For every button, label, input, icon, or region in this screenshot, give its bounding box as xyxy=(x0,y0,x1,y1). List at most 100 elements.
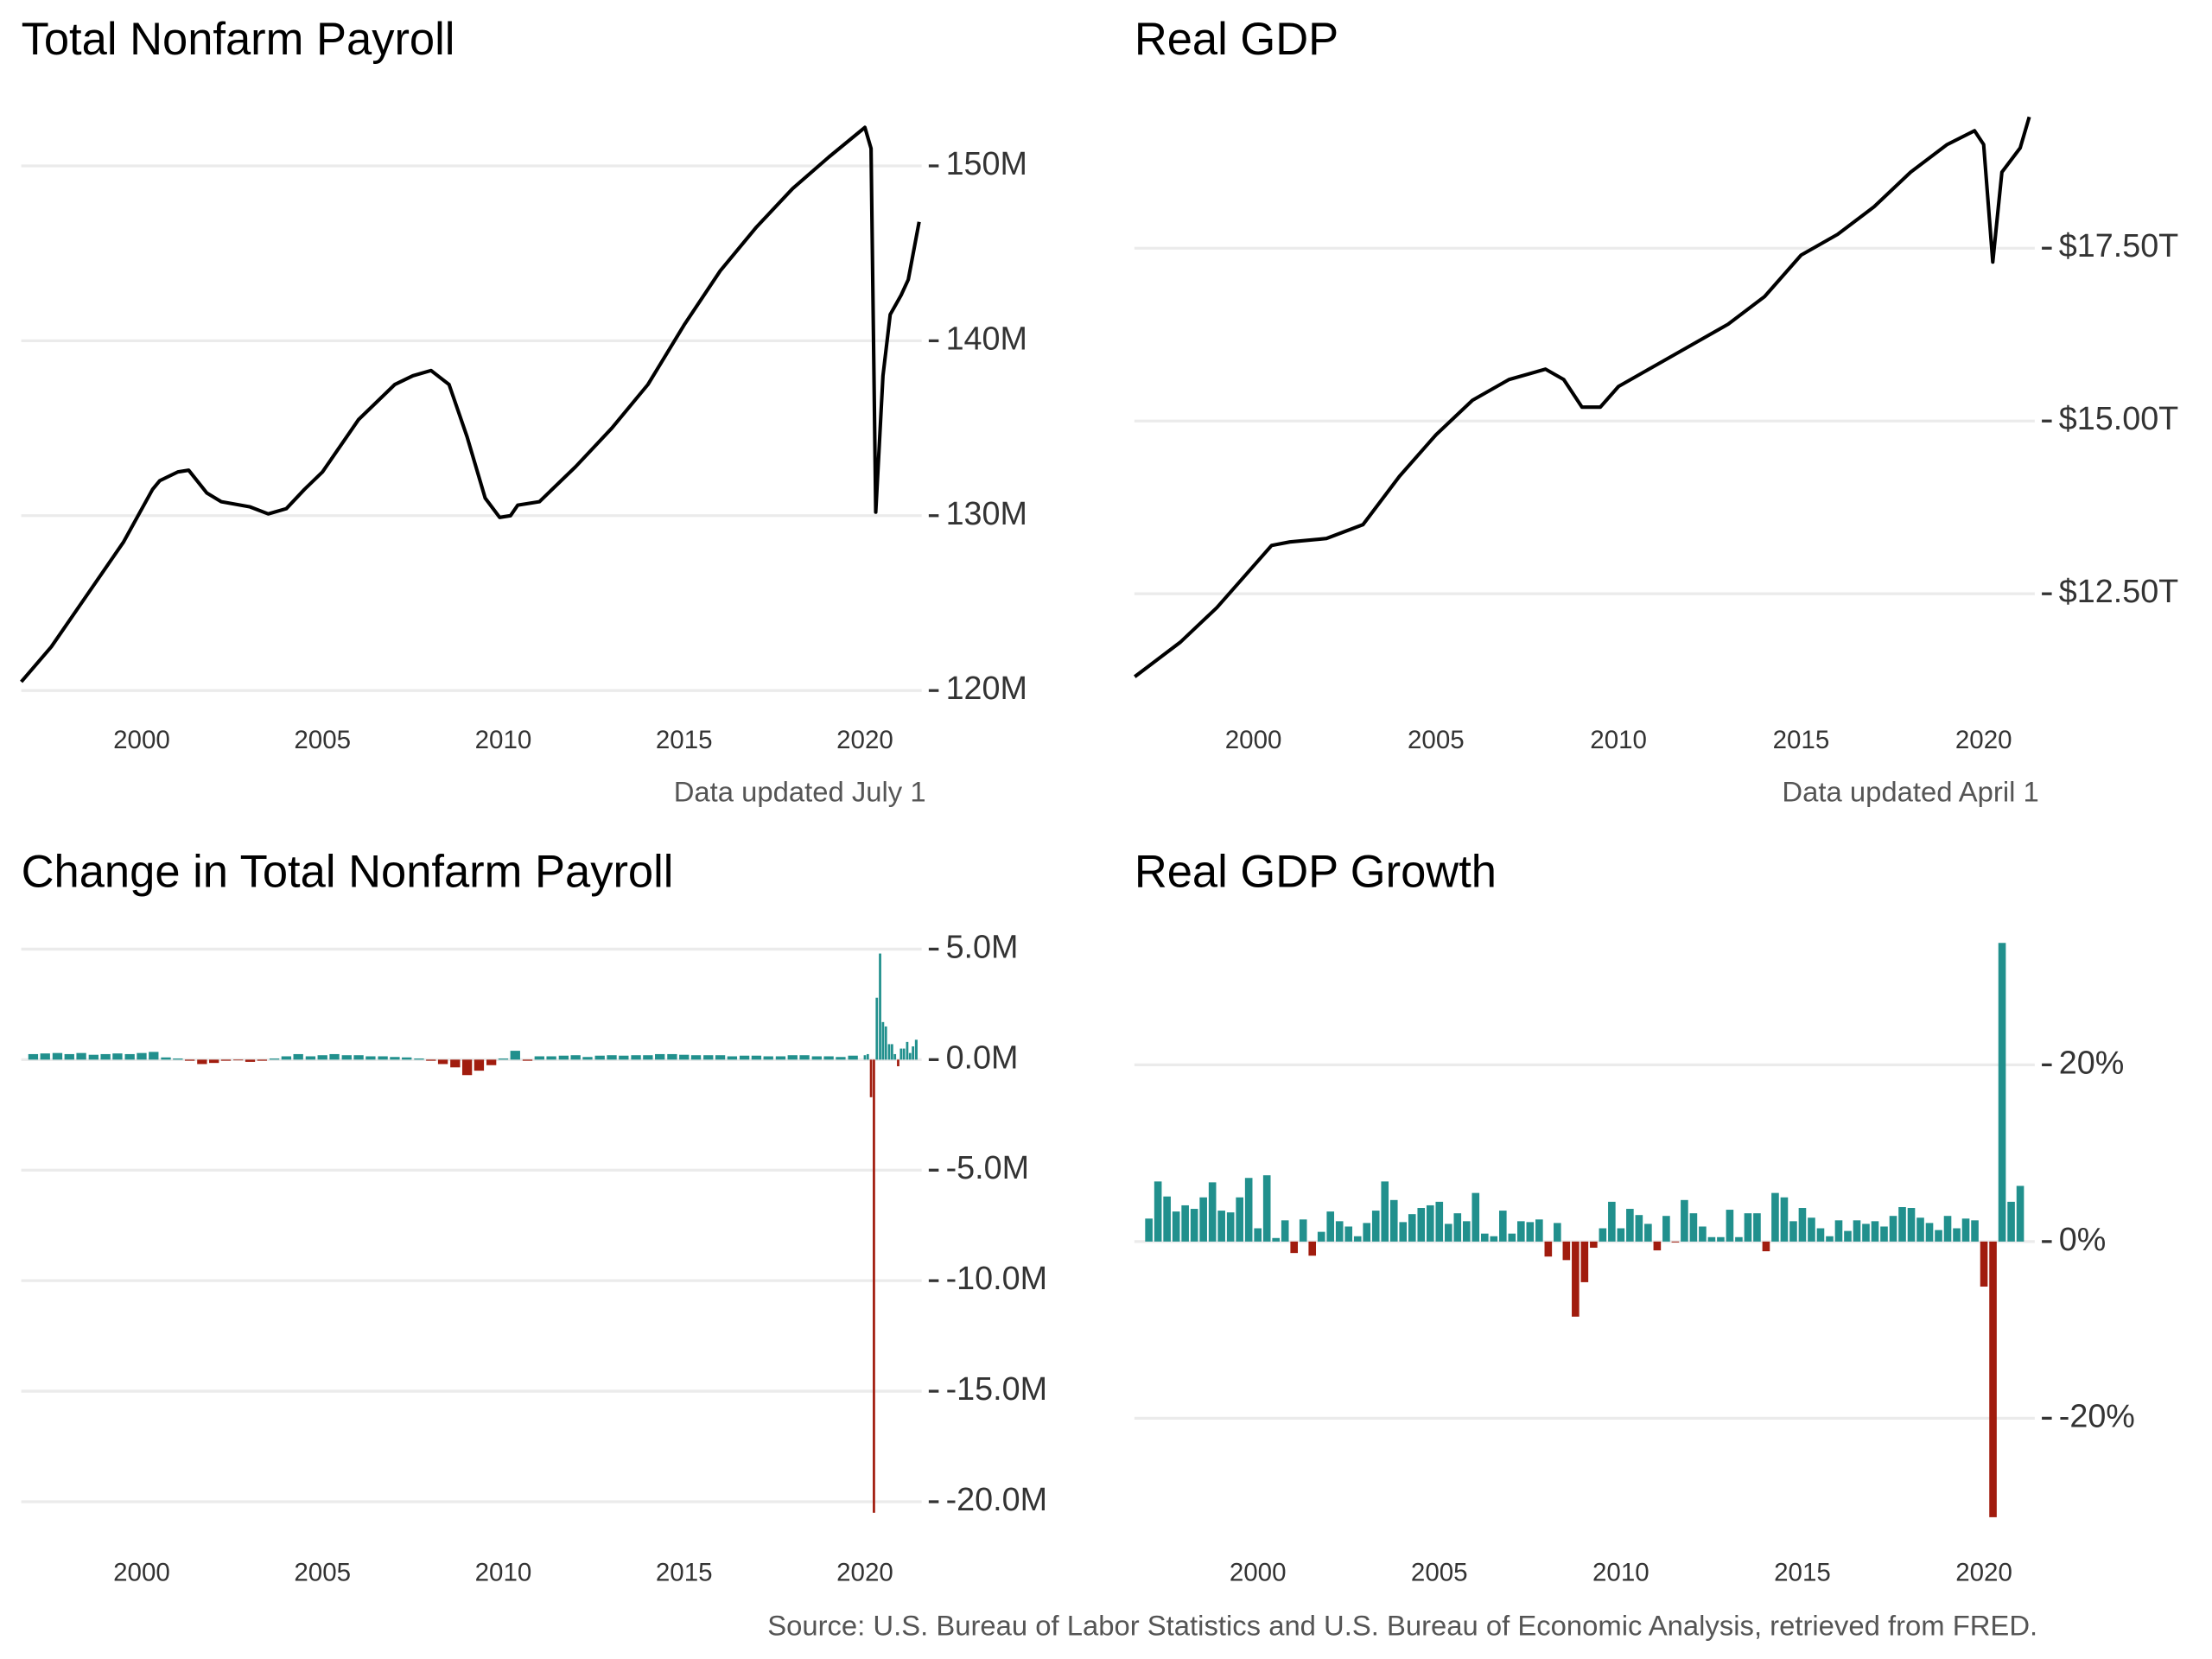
source-caption: Source: U.S. Bureau of Labor Statistics … xyxy=(767,1610,2037,1642)
bar xyxy=(1236,1197,1243,1242)
bar xyxy=(1780,1197,1789,1242)
bar xyxy=(1889,1216,1897,1242)
bar xyxy=(1517,1221,1525,1242)
chart-title: Total Nonfarm Payroll xyxy=(22,14,455,65)
bar xyxy=(570,1055,581,1060)
bar xyxy=(1771,1192,1779,1242)
y-tick-label: $17.50T xyxy=(2059,227,2178,264)
bar xyxy=(1626,1209,1634,1242)
bar xyxy=(1508,1233,1516,1242)
x-tick-label: 2010 xyxy=(475,726,532,754)
x-tick-label: 2005 xyxy=(294,726,351,754)
bar xyxy=(1998,943,2006,1242)
bar xyxy=(787,1055,798,1060)
bar xyxy=(1599,1228,1607,1242)
x-tick-label: 2010 xyxy=(475,1558,532,1586)
bar xyxy=(1208,1182,1217,1242)
bar xyxy=(1399,1222,1408,1242)
bar xyxy=(2016,1185,2024,1242)
bar xyxy=(1281,1220,1289,1242)
bar xyxy=(667,1053,677,1060)
x-tick-label: 2015 xyxy=(656,726,713,754)
x-tick-label: 2010 xyxy=(1592,1558,1649,1586)
bar xyxy=(1562,1241,1571,1261)
bar xyxy=(1217,1211,1225,1242)
bar xyxy=(1344,1226,1353,1242)
bar xyxy=(703,1055,714,1060)
bar xyxy=(426,1059,436,1061)
bar xyxy=(643,1055,653,1060)
x-tick-label: 2000 xyxy=(113,1558,170,1586)
bar xyxy=(2007,1201,2015,1242)
bar xyxy=(631,1055,641,1060)
bar xyxy=(474,1059,485,1071)
bar xyxy=(1871,1221,1879,1242)
bar xyxy=(1907,1208,1916,1242)
bar xyxy=(1808,1217,1815,1242)
bar xyxy=(40,1053,50,1060)
bar xyxy=(914,1039,918,1060)
y-tick-label: 20% xyxy=(2059,1044,2125,1080)
bar xyxy=(1290,1241,1299,1254)
bar xyxy=(1853,1220,1861,1242)
bar xyxy=(112,1053,123,1060)
bar xyxy=(1554,1223,1561,1242)
bar xyxy=(1353,1236,1362,1242)
bar xyxy=(906,1041,909,1060)
bar xyxy=(522,1059,533,1061)
y-tick-label: -10.0M xyxy=(946,1260,1047,1296)
x-tick-label: 2005 xyxy=(1408,726,1465,754)
bar xyxy=(329,1053,340,1060)
x-tick-label: 2015 xyxy=(656,1558,713,1586)
bar xyxy=(1789,1221,1797,1242)
bar xyxy=(546,1056,556,1060)
bar xyxy=(1971,1220,1979,1242)
bar xyxy=(1735,1236,1743,1242)
bar xyxy=(751,1055,762,1060)
bar xyxy=(1490,1236,1498,1242)
bar xyxy=(390,1057,400,1060)
bar xyxy=(1535,1219,1543,1242)
bar xyxy=(1662,1216,1670,1242)
bar xyxy=(899,1048,903,1060)
bar xyxy=(863,1055,867,1060)
bar xyxy=(437,1059,448,1065)
bar xyxy=(1943,1216,1952,1242)
bar xyxy=(875,997,879,1060)
bar xyxy=(281,1056,292,1060)
x-tick-label: 2020 xyxy=(836,1558,893,1586)
bar xyxy=(897,1059,899,1067)
bar xyxy=(866,1053,869,1060)
bar xyxy=(1544,1241,1553,1257)
bar xyxy=(1326,1211,1335,1242)
bar xyxy=(1953,1228,1961,1242)
bar xyxy=(607,1055,617,1060)
bar xyxy=(100,1053,111,1060)
bar xyxy=(679,1054,690,1060)
bar xyxy=(1254,1228,1262,1242)
bar xyxy=(1989,1241,1997,1517)
y-tick-label: -20.0M xyxy=(946,1481,1047,1517)
x-tick-label: 2020 xyxy=(1955,726,2012,754)
x-tick-label: 2020 xyxy=(1955,1558,2012,1586)
bar xyxy=(1572,1241,1580,1317)
bar xyxy=(727,1056,738,1060)
chart-title: Real GDP Growth xyxy=(1135,846,1497,897)
bar xyxy=(64,1053,74,1060)
series-line xyxy=(20,125,921,683)
bar xyxy=(510,1051,520,1060)
bar xyxy=(1744,1213,1752,1242)
bar xyxy=(1681,1199,1688,1242)
bar xyxy=(173,1058,183,1060)
bar xyxy=(1653,1241,1662,1251)
bar xyxy=(1689,1213,1698,1242)
bar xyxy=(1317,1231,1325,1242)
bar xyxy=(137,1052,147,1060)
bar xyxy=(1590,1241,1598,1249)
y-tick-label: $12.50T xyxy=(2059,573,2178,609)
bar xyxy=(811,1056,822,1060)
bar xyxy=(365,1056,376,1060)
bar xyxy=(534,1056,544,1060)
